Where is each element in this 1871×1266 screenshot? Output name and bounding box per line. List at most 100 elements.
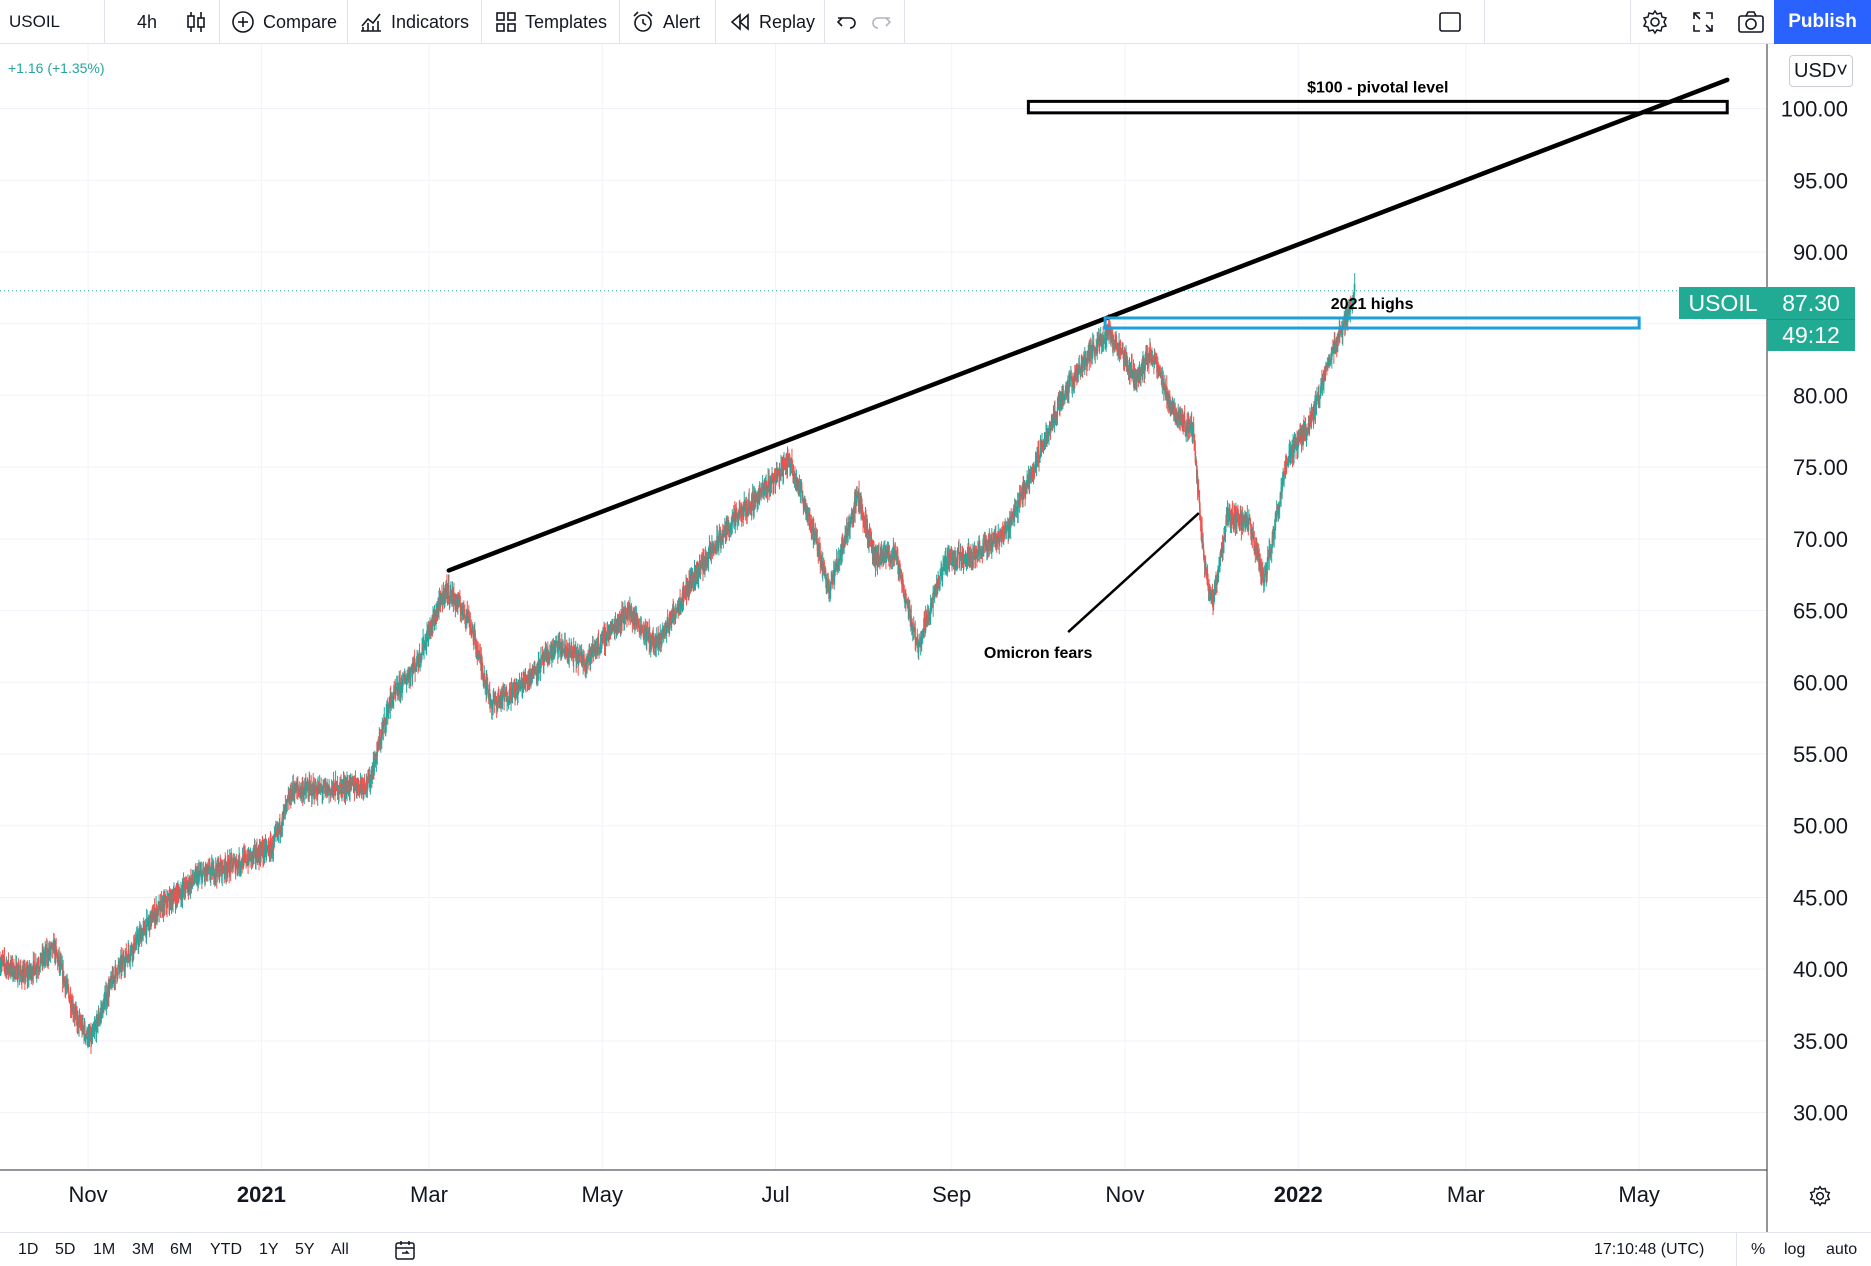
candle-body <box>376 749 378 757</box>
candle-body <box>264 843 266 853</box>
candle-body <box>408 673 410 682</box>
candle-body <box>382 724 384 730</box>
candle-body <box>164 900 166 908</box>
candle-body <box>956 553 959 561</box>
candle-body <box>410 671 412 679</box>
candle-body <box>28 973 30 979</box>
replay-button[interactable]: Replay <box>729 0 815 44</box>
candle-body <box>729 530 731 533</box>
candle-body <box>1142 361 1144 377</box>
candle-body <box>1128 367 1131 375</box>
candle-body <box>1193 423 1195 438</box>
indicators-button[interactable]: Indicators <box>359 0 469 44</box>
candle-body <box>811 525 813 533</box>
candle-body <box>357 778 360 788</box>
candle-body <box>450 589 453 603</box>
candle-body <box>343 781 345 792</box>
candle-body <box>1140 374 1142 380</box>
templates-button[interactable]: Templates <box>495 0 607 44</box>
candle-body <box>750 502 752 506</box>
fullscreen-button[interactable] <box>1692 0 1714 44</box>
candle-body <box>1017 500 1019 512</box>
candle-body <box>761 487 763 494</box>
candle-body <box>233 861 235 867</box>
interval-button[interactable]: 4h <box>137 0 157 44</box>
candle-body <box>84 1025 86 1035</box>
candle-body <box>111 972 113 987</box>
candle-body <box>584 662 586 668</box>
candle-body <box>458 598 460 606</box>
candle-body <box>1050 418 1053 426</box>
candle-body <box>525 677 527 682</box>
candle-body <box>921 630 923 641</box>
candle-body <box>95 1017 98 1035</box>
snapshot-button[interactable] <box>1737 0 1765 44</box>
candle-body <box>443 589 445 602</box>
candle-body <box>263 845 265 856</box>
candle-body <box>638 625 640 628</box>
candle-body <box>1017 507 1019 512</box>
candle-body <box>423 647 425 651</box>
candle-body <box>340 784 342 787</box>
candle-body <box>1158 370 1160 377</box>
candle-body <box>646 626 648 642</box>
candle-body <box>36 965 38 970</box>
candle-body <box>87 1033 90 1042</box>
layout-button[interactable] <box>1438 0 1462 44</box>
candle-body <box>176 890 179 898</box>
compare-button[interactable]: Compare <box>231 0 337 44</box>
candle-body <box>359 783 361 793</box>
candle-body <box>237 861 239 870</box>
candle-body <box>64 978 66 982</box>
candle-body <box>239 855 241 868</box>
candle-body <box>364 785 366 790</box>
candle-body <box>1199 509 1201 516</box>
candle-body <box>245 854 247 863</box>
candle-body <box>790 464 792 466</box>
candle-body <box>1080 368 1082 372</box>
candle-body <box>939 574 941 585</box>
alarm-clock-icon <box>631 10 655 34</box>
candle-body <box>838 558 840 565</box>
candle-body <box>336 783 339 796</box>
candle-body <box>1160 371 1162 376</box>
candle-body <box>627 606 629 611</box>
alert-label: Alert <box>663 11 701 32</box>
candle-body <box>219 862 221 873</box>
candle-body <box>442 596 444 605</box>
publish-label: Publish <box>1788 11 1857 32</box>
chart-type-button[interactable] <box>185 0 207 44</box>
candle-body <box>1004 529 1006 536</box>
candle-body <box>848 522 850 527</box>
candle-body <box>555 641 557 645</box>
candle-body <box>746 504 748 514</box>
candle-body <box>529 672 531 681</box>
candle-body <box>957 551 959 554</box>
alert-button[interactable]: Alert <box>631 0 700 44</box>
candle-body <box>782 466 785 475</box>
candle-body <box>82 1021 84 1028</box>
candle-body <box>1082 360 1084 369</box>
candle-body <box>466 610 468 618</box>
candle-body <box>821 560 823 564</box>
candle-body <box>1174 407 1176 420</box>
candle-body <box>311 795 313 797</box>
candle-body <box>752 494 754 508</box>
publish-button[interactable]: Publish <box>1774 0 1871 44</box>
candle-body <box>463 609 465 616</box>
candle-body <box>90 1035 93 1044</box>
candle-body <box>20 967 22 973</box>
candle-body <box>131 946 133 952</box>
rewind-icon <box>729 11 751 33</box>
candle-body <box>444 587 447 595</box>
settings-button[interactable] <box>1642 0 1668 44</box>
undo-button[interactable] <box>836 0 858 44</box>
symbol-search[interactable]: USOIL <box>9 0 60 44</box>
candle-body <box>989 537 991 546</box>
candle-body <box>1218 567 1220 572</box>
candle-body <box>937 588 939 594</box>
candle-body <box>133 943 135 954</box>
candle-body <box>273 836 276 841</box>
redo-button[interactable] <box>870 0 892 44</box>
